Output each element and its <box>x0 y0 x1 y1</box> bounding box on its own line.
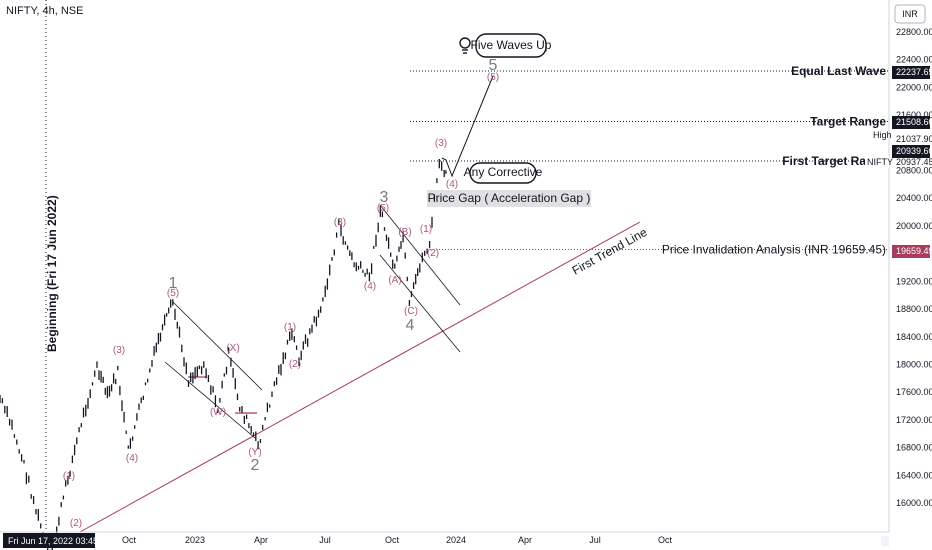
wave-label-major: 4 <box>406 317 415 334</box>
price-tick-label: 20400.00 <box>896 193 932 203</box>
wave-label-minor: (Y) <box>248 447 261 458</box>
high-label: High <box>873 130 892 140</box>
price-tag-label: 20939.60 <box>896 146 932 156</box>
wave-label-major: 2 <box>251 457 260 474</box>
five-waves-label: Five Waves Up <box>471 38 552 52</box>
price-tick-label: 22400.00 <box>896 55 932 65</box>
price-tag-label: 22237.65 <box>896 67 932 77</box>
price-tick-label: 17200.00 <box>896 415 932 425</box>
time-tick-label: 2024 <box>446 535 466 545</box>
price-tick-label: 16400.00 <box>896 470 932 480</box>
price-tag-label: 19659.45 <box>896 246 932 256</box>
wave-label-minor: (1) <box>63 471 75 482</box>
channel-line <box>379 204 461 306</box>
wave-label-minor: (W) <box>210 407 226 418</box>
price-tick-label: 16800.00 <box>896 443 932 453</box>
price-tick-label: 18000.00 <box>896 359 932 369</box>
price-gap-label: Price Gap ( Acceleration Gap ) <box>428 191 591 205</box>
wave-label-minor: (X) <box>226 343 239 354</box>
level-label: Target Range <box>810 114 886 128</box>
time-tick-label: Oct <box>658 535 673 545</box>
price-axis-panel <box>889 0 932 550</box>
wave-label-minor: (5) <box>167 288 179 299</box>
price-tag <box>892 245 930 258</box>
time-tick-label: Oct <box>385 535 400 545</box>
corrective-label: Any Corrective <box>464 165 543 179</box>
wave-label-major: 5 <box>489 57 498 74</box>
chart-drawings: Beginning (Fri 17 Jun 2022) Equal Last Wa… <box>45 0 888 533</box>
price-tag-plain: 20937.45 <box>896 157 932 167</box>
wave-label-minor: (3) <box>435 138 447 149</box>
price-tick-label: 22000.00 <box>896 82 932 92</box>
price-tick-label: 20800.00 <box>896 166 932 176</box>
price-tick-label: 18400.00 <box>896 332 932 342</box>
channel-line <box>164 361 256 439</box>
wave-label-minor: (5) <box>377 203 389 214</box>
wave-label-minor: (C) <box>404 306 418 317</box>
symbol-label: NIFTY <box>867 157 893 167</box>
lightbulb-icon-glass <box>459 37 471 49</box>
price-series <box>0 159 447 550</box>
price-tag <box>892 116 930 129</box>
channel-line <box>379 254 461 353</box>
price-tick-label: 16000.00 <box>896 498 932 508</box>
wave-label-minor: (3) <box>334 217 346 228</box>
time-tick-label: 2023 <box>185 535 205 545</box>
first-trend-line-label: First Trend Line <box>570 225 650 278</box>
wave-label-minor: (4) <box>446 179 458 190</box>
time-tick-label: Apr <box>254 535 268 545</box>
price-tag <box>892 66 930 79</box>
time-tick-label: Jul <box>589 535 601 545</box>
five-waves-callout <box>475 33 547 58</box>
symbol-chip <box>865 156 889 168</box>
corrective-callout <box>469 162 537 184</box>
wave-label-major: 3 <box>380 189 389 206</box>
first-trend-line <box>79 221 641 533</box>
wave-label-minor: (4) <box>126 453 138 464</box>
price-tick-label: 17600.00 <box>896 387 932 397</box>
projection-path <box>441 75 494 178</box>
wave-label-minor: (1) <box>420 224 432 235</box>
lightbulb-icon <box>459 37 471 54</box>
wave-label-minor: (2) <box>289 359 301 370</box>
currency-label: INR <box>902 9 918 19</box>
price-tag-plain: 21037.90 <box>896 134 932 144</box>
corner-settings-icon <box>881 536 889 546</box>
wave-label-minor: (B) <box>398 227 411 238</box>
currency-button <box>894 4 926 24</box>
time-cursor-label: Fri Jun 17, 2022 03:45 <box>8 536 98 546</box>
wave-label-minor: (3) <box>113 345 125 356</box>
wave-label-minor: (5) <box>487 72 499 83</box>
price-tag-label: 21508.60 <box>896 117 932 127</box>
price-tick-label: 20000.00 <box>896 221 932 231</box>
wave-labels: 1 2 3 4 5 (1) (2) (3) (4) (5) (W) (X) (Y) (1) (2) (3) (4… <box>63 57 499 529</box>
beginning-label: Beginning (Fri 17 Jun 2022) <box>45 195 59 352</box>
level-label: Price Invalidation Analysis (INR 19659.4… <box>662 243 886 257</box>
price-gap-box <box>427 190 591 207</box>
chart-title: NIFTY, 4h, NSE <box>6 5 84 17</box>
wave-label-minor: (2) <box>427 248 439 259</box>
wave-label-minor: (1) <box>284 322 296 333</box>
channel-line <box>172 301 263 391</box>
level-label: Equal Last Wave <box>791 64 886 78</box>
price-tick-label: 22800.00 <box>896 27 932 37</box>
wave-label-major: 1 <box>169 275 178 292</box>
price-tick-label: 21600.00 <box>896 110 932 120</box>
wave-label-minor: (A) <box>388 275 401 286</box>
wave-label-minor: (4) <box>364 281 376 292</box>
time-axis[interactable]: Oct 2023 Apr Jul Oct 2024 Apr Jul Oct Fri Jun 17,… <box>0 531 889 548</box>
time-cursor-tag <box>3 533 95 548</box>
time-tick-label: Oct <box>122 535 137 545</box>
wave-label-minor: (2) <box>70 518 82 529</box>
time-tick-label: Jul <box>319 535 331 545</box>
level-label: First Target Ra <box>782 154 866 168</box>
price-tag <box>892 145 930 158</box>
price-tick-label: 19200.00 <box>896 276 932 286</box>
price-axis[interactable]: INR 16000.00 16400.00 16800.00 17200.00 17600… <box>865 0 932 550</box>
price-tick-label: 18800.00 <box>896 304 932 314</box>
time-tick-label: Apr <box>518 535 532 545</box>
